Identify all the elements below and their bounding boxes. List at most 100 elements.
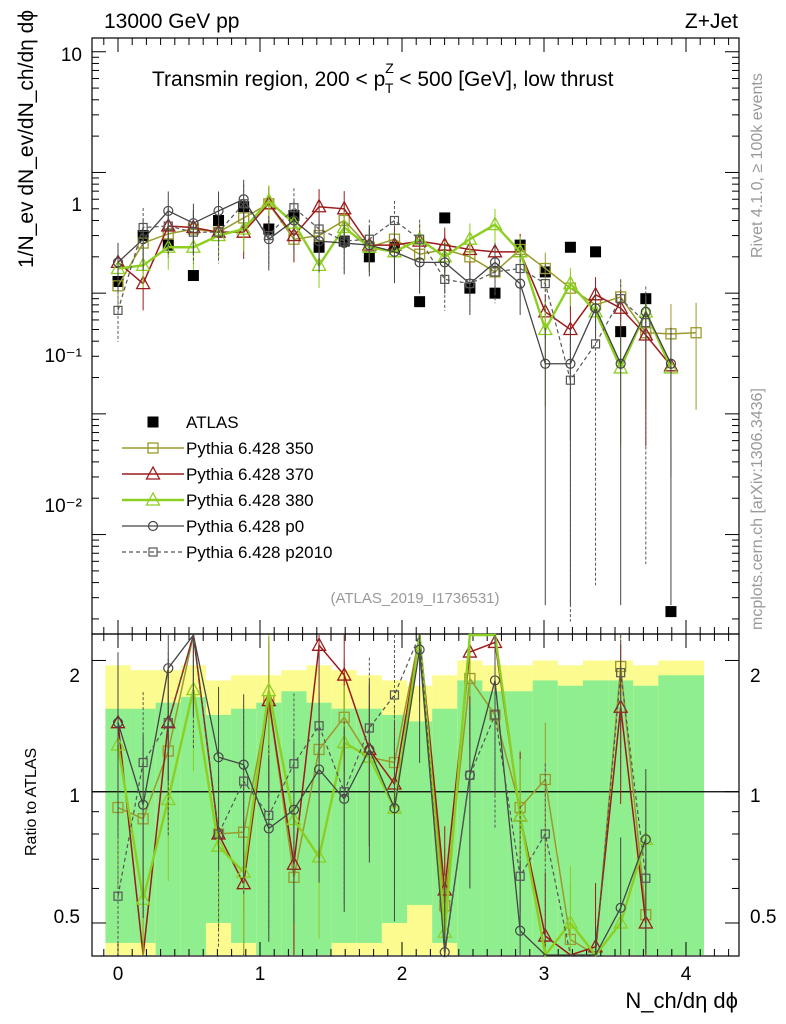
ratio-uncertainty-bands: [105, 660, 704, 955]
xtick-label-3: 3: [539, 964, 550, 985]
point-p380: [562, 275, 579, 290]
point-p2010: [440, 274, 450, 285]
xtick-label-2: 2: [397, 964, 408, 985]
ratio-point-p2010: [515, 871, 525, 881]
point-p2010: [239, 199, 249, 209]
main-ytick-label-10: 10: [61, 45, 82, 66]
ratio-point-p0: [112, 717, 124, 728]
ratio-point-p2010: [616, 668, 626, 678]
ratio-ytick-label-1-left: 1: [69, 786, 80, 807]
ratio-point-p380: [261, 682, 277, 697]
point-p380: [487, 216, 503, 231]
point-p2010: [289, 203, 299, 213]
point-p380: [261, 192, 277, 207]
point-p350: [539, 262, 551, 275]
point-p2010: [590, 339, 601, 349]
ratio-point-p370: [336, 666, 352, 681]
ratio-point-p2010: [339, 787, 349, 797]
point-p380: [236, 220, 252, 235]
point-p2010: [163, 221, 173, 231]
point-atlas: [439, 212, 451, 224]
ratio-y-tick-labels: 2 1 0.5 2 1 0.5: [54, 666, 777, 928]
ratio-point-p0: [389, 803, 400, 814]
rivet-version-label: Rivet 4.1.0, ≥ 100k events: [749, 73, 766, 258]
analysis-id: (ATLAS_2019_I1736531): [330, 590, 499, 607]
ratio-point-p2010: [163, 718, 173, 728]
point-p2010: [515, 263, 525, 274]
ratio-point-p2010: [540, 829, 550, 839]
legend-marker-atlas: [147, 416, 159, 428]
x-axis-label: N_ch/dη dϕ: [625, 988, 738, 1013]
legend-label-p350: Pythia 6.428 350: [186, 439, 314, 458]
ratio-point-p2010: [389, 690, 400, 700]
ratio-point-p2010: [138, 757, 148, 768]
ratio-ytick-label-2-left: 2: [69, 666, 80, 687]
legend-label-p370: Pythia 6.428 370: [186, 465, 314, 484]
ratio-panel-frame: [91, 633, 740, 957]
ratio-band-stat: [683, 675, 704, 955]
legend-marker-p0: [147, 520, 159, 532]
legend-marker-p350: [147, 442, 159, 454]
point-p2010: [113, 305, 123, 315]
series-line-p350: [117, 202, 697, 335]
ratio-ytick-label-2-right: 2: [750, 666, 761, 687]
point-p0: [665, 358, 677, 369]
ratio-band-stat: [658, 675, 684, 955]
point-p370: [613, 299, 629, 314]
point-p2010: [213, 227, 224, 237]
ratio-line-p2010: [117, 634, 647, 956]
series-line-p2010: [117, 202, 647, 382]
main-series: [110, 179, 702, 622]
point-p2010: [314, 224, 324, 234]
point-p2010: [540, 278, 550, 289]
ratio-line-p380: [116, 633, 647, 958]
legend-label-p380: Pythia 6.428 380: [186, 491, 314, 510]
xtick-label-1: 1: [255, 964, 266, 985]
ratio-ytick-label-1-right: 1: [750, 786, 761, 807]
plot-title: Transmin region, 200 < pZ T < 500 [GeV], …: [152, 60, 614, 96]
legend-marker-p380: [145, 491, 161, 506]
point-p0: [615, 358, 626, 369]
x-tick-labels: 0 1 2 3 4: [113, 964, 692, 985]
y-axis-label-main: 1/N_ev dN_ev/dN_ch/dη dϕ: [15, 10, 38, 268]
legend-label-p0: Pythia 6.428 p0: [186, 517, 304, 536]
point-p2010: [415, 234, 425, 244]
ratio-point-p2010: [264, 810, 274, 821]
point-p0: [540, 358, 551, 369]
ratio-point-p0: [615, 902, 626, 913]
main-ytick-label-1: 1: [71, 195, 82, 216]
main-y-tick-labels: 10 1 10⁻¹ 10⁻²: [45, 45, 83, 517]
xtick-label-0: 0: [113, 964, 124, 985]
xtick-label-4: 4: [681, 964, 692, 985]
y-axis-label-ratio: Ratio to ATLAS: [23, 748, 40, 856]
point-p370: [135, 275, 151, 290]
mcplots-label: mcplots.cern.ch [arXiv:1306.3436]: [749, 388, 766, 630]
point-p2010: [339, 236, 349, 246]
legend-label-atlas: ATLAS: [186, 413, 239, 432]
ratio-point-p2010: [289, 759, 299, 769]
ratio-point-p380: [562, 914, 579, 929]
ratio-point-p2010: [239, 776, 249, 786]
point-atlas: [665, 606, 677, 618]
ratio-point-p0: [439, 947, 450, 958]
ratio-ytick-label-0p5-right: 0.5: [750, 907, 776, 928]
point-p2010: [188, 227, 199, 237]
main-ytick-label-0p1: 10⁻¹: [45, 346, 83, 367]
point-p2010: [138, 222, 148, 233]
ratio-point-p0: [238, 759, 249, 770]
legend-marker-p370: [145, 465, 161, 480]
ratio-point-p2010: [465, 770, 475, 780]
ratio-point-p0: [313, 764, 325, 775]
ratio-point-p370: [311, 636, 327, 651]
ratio-line-p0: [117, 633, 647, 956]
ratio-point-p2010: [113, 891, 123, 901]
point-p2010: [616, 294, 626, 304]
ratio-point-p0: [213, 752, 224, 763]
legend-label-p2010: Pythia 6.428 p2010: [186, 543, 333, 562]
ratio-point-p2010: [314, 721, 324, 731]
main-ytick-label-0p01: 10⁻²: [45, 496, 83, 517]
point-p380: [462, 230, 478, 245]
energy-label: 13000 GeV pp: [104, 10, 239, 33]
ratio-ytick-label-0p5-left: 0.5: [54, 907, 80, 928]
